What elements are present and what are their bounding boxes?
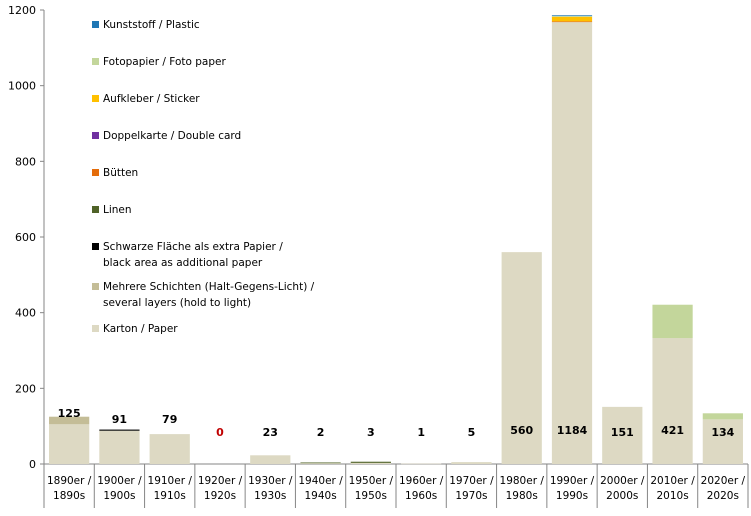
y-tick-label: 800 [15, 155, 36, 168]
legend-label: Bütten [103, 167, 138, 179]
bar-segment [49, 416, 90, 425]
data-label: 2 [317, 426, 325, 439]
bar-segment [652, 304, 693, 339]
legend-swatch [92, 21, 99, 28]
data-label: 560 [510, 424, 533, 437]
y-tick-label: 400 [15, 307, 36, 320]
bar-segment [551, 15, 593, 17]
x-tick-label: 2000er /2000s [600, 475, 645, 502]
bar-segment [300, 463, 341, 464]
bar-segment [702, 413, 743, 420]
bar-segment [501, 252, 542, 464]
y-tick-label: 0 [29, 458, 36, 471]
bar-segment [350, 461, 391, 463]
x-tick-label: 1980er /1980s [500, 475, 545, 502]
bars-layer [49, 15, 743, 465]
legend-swatch [92, 132, 99, 139]
legend-swatch [92, 325, 99, 332]
legend-label: Aufkleber / Sticker [103, 93, 200, 105]
x-tick-label: 1890er /1890s [47, 475, 92, 502]
x-tick-label: 1910er /1910s [148, 475, 193, 502]
data-label: 1 [417, 426, 425, 439]
x-tick-label: 1970er /1970s [449, 475, 494, 502]
bar-segment [451, 462, 492, 464]
legend-label: Mehrere Schichten (Halt-Gegens-Licht) / s… [103, 281, 315, 309]
legend-swatch [92, 243, 99, 250]
data-label: 5 [468, 426, 476, 439]
data-label: 0 [216, 426, 224, 439]
bar-segment [250, 455, 291, 464]
legend-label: Fotopapier / Foto paper [103, 56, 226, 68]
bar-segment [99, 429, 140, 431]
data-label: 125 [58, 407, 81, 420]
bar-segment [551, 16, 593, 17]
x-tick-label: 1950er /1950s [349, 475, 394, 502]
bar-segment [99, 430, 140, 464]
bar-segment [551, 21, 593, 23]
y-tick-label: 1000 [8, 80, 36, 93]
x-tick-label: 1930er /1930s [248, 475, 293, 502]
x-tick-label: 2020er /2020s [701, 475, 746, 502]
x-tick-label: 1900er /1900s [97, 475, 142, 502]
bar-segment [149, 434, 190, 464]
data-label: 91 [112, 413, 127, 426]
bar-segment [702, 419, 743, 464]
legend-label: Doppelkarte / Double card [103, 130, 241, 142]
bar-segment [551, 22, 593, 465]
y-tick-label: 1200 [8, 4, 36, 17]
bar-segment [551, 16, 593, 22]
legend-swatch [92, 95, 99, 102]
x-tick-label: 1920er /1920s [198, 475, 243, 502]
legend-label: Kunststoff / Plastic [103, 19, 200, 31]
data-label: 151 [611, 426, 634, 439]
y-tick-label: 200 [15, 382, 36, 395]
y-tick-label: 600 [15, 231, 36, 244]
legend-label: Linen [103, 204, 132, 216]
bar-segment [652, 338, 693, 464]
bar-segment [350, 462, 391, 464]
data-label: 3 [367, 426, 375, 439]
bar-segment [401, 463, 442, 465]
x-tick-label: 1960er /1960s [399, 475, 444, 502]
legend-swatch [92, 169, 99, 176]
axes-layer: 0 200 400 600 800 1000 1200 1890er /1890s1900er… [8, 4, 749, 508]
data-label: 134 [711, 426, 734, 439]
bar-segment [300, 462, 341, 464]
legend-swatch [92, 283, 99, 290]
legend-label: Karton / Paper [103, 323, 178, 335]
legend-swatch [92, 206, 99, 213]
x-tick-label: 1990er /1990s [550, 475, 595, 502]
legend: Kunststoff / Plastic Fotopapier / Foto pa… [92, 19, 315, 335]
data-label: 421 [661, 424, 684, 437]
legend-label: Schwarze Fläche als extra Papier / black … [103, 241, 283, 269]
bar-segment [49, 424, 90, 464]
data-labels-layer: 125 91 790 23 2 3 1 5 560 1184 151 421 134 [58, 407, 735, 439]
x-tick-label: 2010er /2010s [650, 475, 695, 502]
data-label: 23 [263, 426, 278, 439]
data-label: 1184 [557, 424, 588, 437]
bar-segment [602, 406, 643, 464]
data-label: 79 [162, 413, 177, 426]
legend-swatch [92, 58, 99, 65]
x-tick-label: 1940er /1940s [298, 475, 343, 502]
